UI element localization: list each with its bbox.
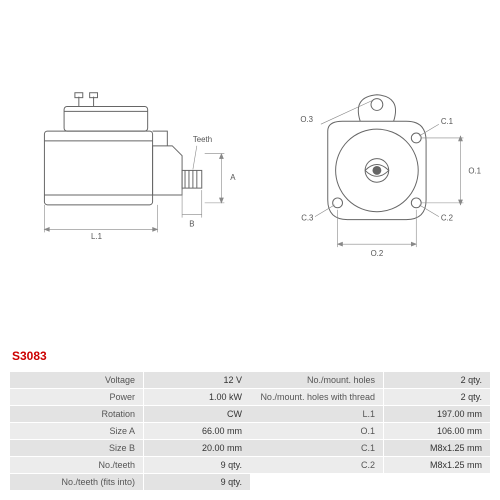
spec-row: C.1M8x1.25 mm — [250, 439, 490, 456]
dim-teeth: Teeth — [193, 135, 212, 144]
spec-row: RotationCW — [10, 405, 250, 422]
spec-value: 1.00 kW — [143, 389, 250, 405]
spec-label: No./teeth (fits into) — [10, 474, 143, 490]
model-row: S3083 — [10, 345, 490, 367]
spec-value: 9 qty. — [143, 474, 250, 490]
spec-label: O.1 — [250, 423, 383, 439]
spec-value: 2 qty. — [383, 372, 490, 388]
spec-col-right: No./mount. holes2 qty.No./mount. holes w… — [250, 371, 490, 490]
spec-value: 66.00 mm — [143, 423, 250, 439]
dim-O3: O.3 — [300, 115, 313, 124]
spec-label: L.1 — [250, 406, 383, 422]
dim-L1: L.1 — [91, 232, 102, 241]
spec-row: Size A66.00 mm — [10, 422, 250, 439]
spec-row: Power1.00 kW — [10, 388, 250, 405]
spec-table: Voltage12 VPower1.00 kWRotationCWSize A6… — [10, 371, 490, 490]
spec-row: C.2M8x1.25 mm — [250, 456, 490, 473]
dim-O2: O.2 — [371, 249, 384, 258]
spec-row: No./mount. holes2 qty. — [250, 371, 490, 388]
spec-label: No./mount. holes with thread — [250, 389, 383, 405]
side-view: L.1 B A Teeth — [10, 10, 246, 341]
page: L.1 B A Teeth — [0, 0, 500, 500]
dim-O1: O.1 — [468, 167, 481, 176]
spec-label: C.1 — [250, 440, 383, 456]
spec-label: C.2 — [250, 457, 383, 473]
spec-row: No./mount. holes with thread2 qty. — [250, 388, 490, 405]
spec-value: M8x1.25 mm — [383, 440, 490, 456]
dim-C2: C.2 — [441, 214, 453, 223]
spec-value: CW — [143, 406, 250, 422]
spec-label: Rotation — [10, 406, 143, 422]
dim-A: A — [230, 173, 236, 182]
drawings-area: L.1 B A Teeth — [10, 10, 490, 341]
spec-col-left: Voltage12 VPower1.00 kWRotationCWSize A6… — [10, 371, 250, 490]
dim-C3: C.3 — [301, 214, 314, 223]
spec-row: Voltage12 V — [10, 371, 250, 388]
spec-label: Size B — [10, 440, 143, 456]
spec-value: 197.00 mm — [383, 406, 490, 422]
spec-value: 12 V — [143, 372, 250, 388]
front-view: O.1 O.2 O.3 C.1 C.2 — [254, 10, 490, 341]
dim-B: B — [189, 220, 194, 229]
spec-row: O.1106.00 mm — [250, 422, 490, 439]
spec-row: No./teeth (fits into)9 qty. — [10, 473, 250, 490]
spec-label: Power — [10, 389, 143, 405]
spec-label: No./teeth — [10, 457, 143, 473]
spec-value: 20.00 mm — [143, 440, 250, 456]
model-number: S3083 — [10, 345, 49, 367]
spec-row: Size B20.00 mm — [10, 439, 250, 456]
spec-value: M8x1.25 mm — [383, 457, 490, 473]
spec-value: 2 qty. — [383, 389, 490, 405]
spec-row: L.1197.00 mm — [250, 405, 490, 422]
spec-value: 106.00 mm — [383, 423, 490, 439]
spec-label: No./mount. holes — [250, 372, 383, 388]
dim-C1: C.1 — [441, 117, 453, 126]
spec-row: No./teeth9 qty. — [10, 456, 250, 473]
spec-label: Voltage — [10, 372, 143, 388]
spec-label: Size A — [10, 423, 143, 439]
spec-value: 9 qty. — [143, 457, 250, 473]
